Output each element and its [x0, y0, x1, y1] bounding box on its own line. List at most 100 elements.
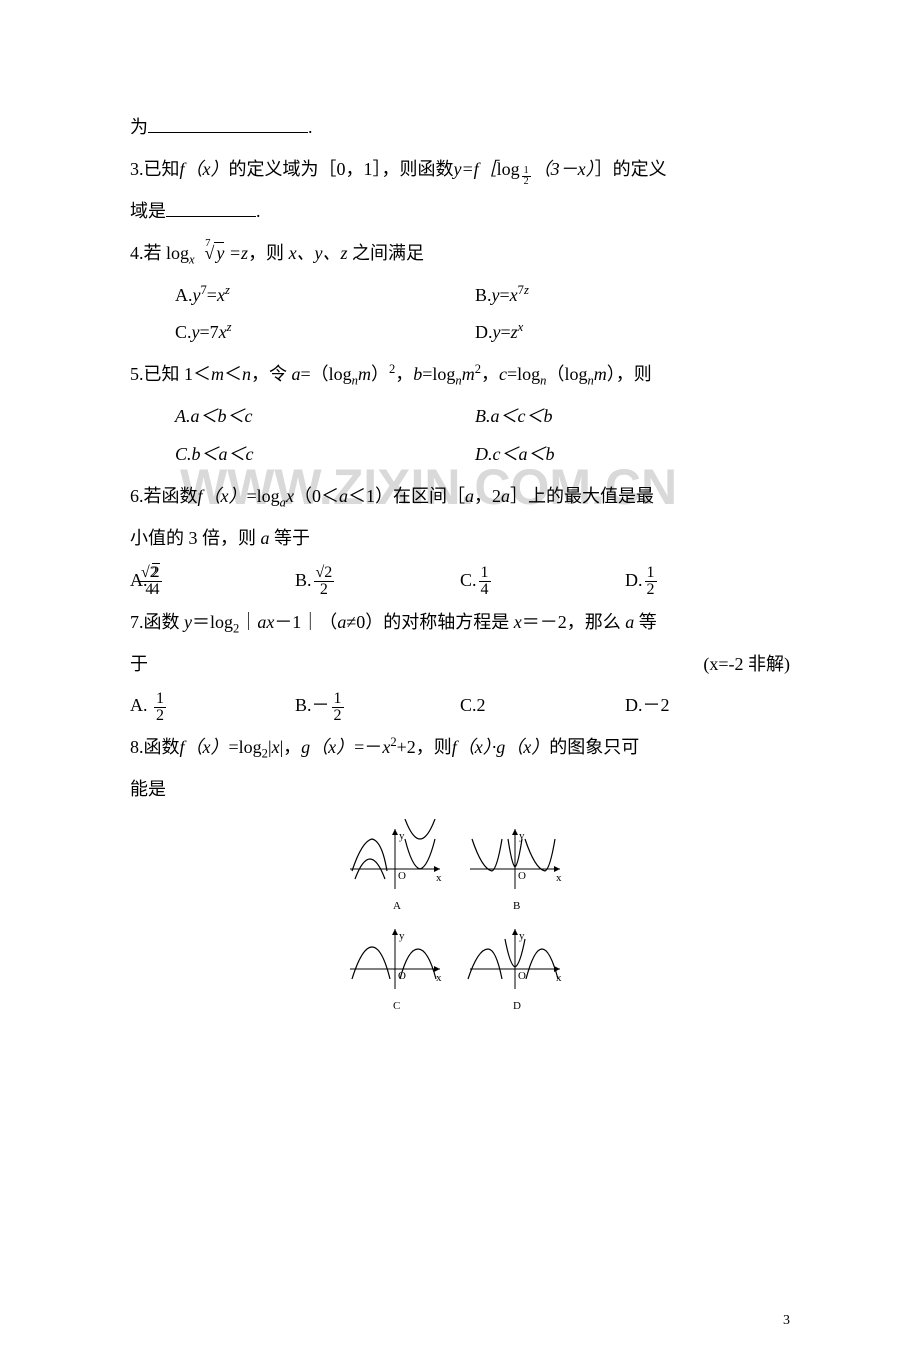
q7: 7.函数 y＝log2｜ax－1｜（a≠0）的对称轴方程是 x＝－2，那么 a …: [130, 604, 790, 642]
q5c: c: [499, 364, 507, 384]
svg-text:O: O: [518, 970, 526, 982]
q7Ad: 2: [154, 708, 166, 724]
q6Dn: 1: [645, 565, 657, 582]
q5n: n: [242, 364, 251, 384]
svg-text:O: O: [518, 870, 526, 882]
q7-annot: (x=-2 非解): [703, 646, 790, 684]
figure-svg: .ax { stroke:#000; stroke-width:1; fill:…: [330, 819, 590, 1029]
q6-line2: 小值的 3 倍，则 a 等于: [130, 520, 790, 558]
svg-text:y: y: [399, 830, 405, 842]
q6B: B.: [295, 570, 312, 590]
q6Ad: 4: [139, 582, 160, 598]
q8-figure: .ax { stroke:#000; stroke-width:1; fill:…: [130, 819, 790, 1043]
q5m2: m: [358, 364, 371, 384]
q4B: B.: [475, 285, 492, 305]
q5b: b: [413, 364, 422, 384]
svg-text:x: x: [556, 872, 562, 884]
q3-log: log: [497, 159, 520, 179]
q6Cn: 1: [479, 565, 491, 582]
q3-end: ］的定义: [595, 159, 667, 179]
q4A: A.: [175, 285, 193, 305]
q4-after: 之间满足: [348, 243, 425, 263]
q7A: A.: [130, 695, 152, 715]
q2-continuation: 为.: [130, 109, 790, 147]
q3-base: 12: [522, 166, 531, 187]
q8l2: 能是: [130, 779, 166, 799]
q6Cd: 4: [479, 582, 491, 598]
q5mid1: ，令: [251, 364, 292, 384]
q5B: B.a＜c＜b: [475, 406, 552, 426]
svg-text:y: y: [519, 930, 525, 942]
q7D: D.－2: [625, 695, 670, 715]
q3: 3.已知f（x）的定义域为［0，1］，则函数y=f［log12（3－x）］的定义: [130, 151, 790, 189]
q7-line2: 于 (x=-2 非解): [130, 646, 790, 684]
q6C: C.: [460, 570, 477, 590]
q6D: D.: [625, 570, 643, 590]
q3-arg: （3－x）: [533, 159, 595, 179]
q7-opts: A. 12 B.－12 C.2 D.－2: [130, 687, 790, 725]
blank: [148, 132, 308, 133]
q7l2: 于: [130, 654, 148, 674]
q8: 8.函数f（x）=log2|x|，g（x）=－x2+2，则f（x）·g（x）的图…: [130, 729, 790, 767]
q4-opts1: A.y7=xz B.y=x7z: [175, 277, 790, 315]
q7An: 1: [154, 691, 166, 708]
svg-text:x: x: [436, 972, 442, 984]
q7C: C.2: [460, 695, 486, 715]
q5-opts1: A.a＜b＜c B.a＜c＜b: [175, 398, 790, 436]
q2-end: .: [308, 117, 313, 137]
q6Bf: √22: [314, 565, 335, 598]
q4C: C.: [175, 322, 192, 342]
q5lt: ＜: [224, 364, 242, 384]
blank2: [166, 216, 256, 217]
q5m: m: [211, 364, 224, 384]
svg-text:x: x: [436, 872, 442, 884]
q5: 5.已知 1＜m＜n，令 a=（lognm）2，b=lognm2，c=logn（…: [130, 356, 790, 394]
ridx: 7: [205, 237, 210, 249]
q2-text: 为: [130, 117, 148, 137]
q3-line2: 域是.: [130, 193, 790, 231]
q6Dd: 2: [645, 582, 657, 598]
q3-e2: .: [256, 201, 261, 221]
q6l2b: 等于: [270, 528, 311, 548]
q3-fx: f（x）: [180, 159, 229, 179]
q6Df: 12: [645, 565, 657, 598]
q3-l2t: 域是: [130, 201, 166, 221]
q4-opts2: C.y=7xz D.y=zx: [175, 314, 790, 352]
q8-line2: 能是: [130, 771, 790, 809]
q3-yf: y=f［: [454, 159, 497, 179]
q7B: B.－: [295, 695, 330, 715]
q5D: D.c＜a＜b: [475, 444, 555, 464]
page-number: 3: [783, 1306, 790, 1335]
q7Af: 12: [154, 691, 166, 724]
q4-xyz: x、y、z: [289, 243, 348, 263]
q7Bf: 12: [332, 691, 344, 724]
q4D: D.: [475, 322, 493, 342]
q6Bd: 2: [314, 582, 335, 598]
q5-pre: 5.已知 1＜: [130, 364, 211, 384]
q6Ar: √24: [139, 565, 160, 598]
q4-x: x: [189, 252, 195, 266]
q3-pre: 3.已知: [130, 159, 180, 179]
q4-pre: 4.若 log: [130, 243, 189, 263]
rad: y: [214, 242, 224, 263]
q5C: C.b＜a＜c: [175, 444, 254, 464]
q5A: A.a＜b＜c: [175, 406, 252, 426]
q6Cf: 14: [479, 565, 491, 598]
svg-text:O: O: [398, 870, 406, 882]
svg-text:B: B: [513, 900, 520, 912]
svg-text:C: C: [393, 1000, 400, 1012]
root: 7√y: [199, 235, 224, 273]
svg-text:A: A: [393, 900, 401, 912]
svg-text:y: y: [399, 930, 405, 942]
q5m3: m: [594, 364, 607, 384]
q3-mid: 的定义域为［0，1］，则函数: [229, 159, 454, 179]
q5-opts2: C.b＜a＜c D.c＜a＜b: [175, 436, 790, 474]
q6: 6.若函数f（x）=logax（0＜a＜1）在区间［a，2a］上的最大值是最: [130, 478, 790, 516]
q4: 4.若 logx 7√y =z，则 x、y、z 之间满足: [130, 235, 790, 273]
svg-text:D: D: [513, 1000, 521, 1012]
q7Bd: 2: [332, 708, 344, 724]
q5ns3: n: [540, 374, 546, 388]
q6-opts: A.24 √24 B.√22 C.14 D.12: [130, 562, 790, 600]
q4-eqz: =z: [229, 243, 248, 263]
q3-bd: 2: [522, 177, 531, 187]
